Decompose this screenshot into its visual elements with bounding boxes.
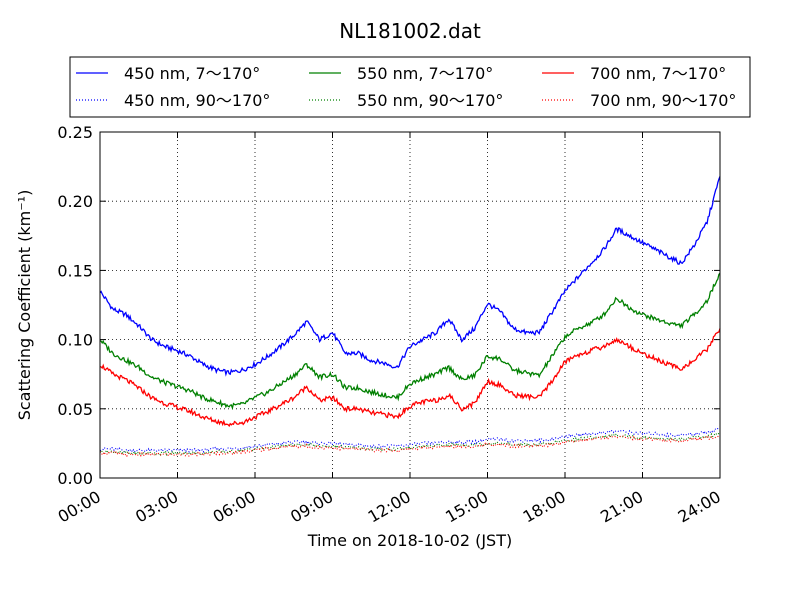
x-tick-label: 03:00 <box>132 487 181 527</box>
legend-label: 550 nm, 7～170° <box>357 64 493 83</box>
series-layer <box>99 176 721 458</box>
series-line <box>99 272 721 411</box>
y-tick-label: 0.25 <box>57 123 93 142</box>
y-tick-label: 0.05 <box>57 400 93 419</box>
x-tick-label: 06:00 <box>210 487 259 527</box>
y-tick-label: 0.20 <box>57 192 93 211</box>
x-tick-label: 15:00 <box>442 487 491 527</box>
legend-label: 450 nm, 90～170° <box>124 91 270 110</box>
legend-label: 450 nm, 7～170° <box>124 64 260 83</box>
x-tick-label: 24:00 <box>675 487 724 527</box>
x-tick-label: 00:00 <box>55 487 104 527</box>
y-tick-labels: 0.00 0.05 0.10 0.15 0.20 0.25 <box>57 123 93 488</box>
x-tick-labels: 00:00 03:00 06:00 09:00 12:00 15:00 18:00 21:00… <box>55 487 724 527</box>
x-axis-label: Time on 2018-10-02 (JST) <box>307 531 512 550</box>
y-tick-label: 0.15 <box>57 261 93 280</box>
legend-frame <box>69 56 751 118</box>
y-tick-label: 0.00 <box>57 469 93 488</box>
legend: 450 nm, 7～170° 450 nm, 90～170° 550 nm, 7～1… <box>69 56 751 118</box>
axis-ticks <box>99 131 721 479</box>
legend-label: 700 nm, 90～170° <box>590 91 736 110</box>
x-tick-label: 12:00 <box>365 487 414 527</box>
y-tick-label: 0.10 <box>57 331 93 350</box>
legend-label: 550 nm, 90～170° <box>357 91 503 110</box>
x-tick-label: 18:00 <box>520 487 569 527</box>
series-line <box>99 176 721 377</box>
x-tick-label: 09:00 <box>287 487 336 527</box>
legend-label: 700 nm, 7～170° <box>590 64 726 83</box>
chart-title: NL181002.dat <box>339 19 481 43</box>
series-line <box>99 434 721 458</box>
series-line <box>99 328 721 428</box>
x-tick-label: 21:00 <box>597 487 646 527</box>
series-line <box>99 427 721 454</box>
y-axis-label: Scattering Coefficient (km⁻¹) <box>15 190 34 421</box>
